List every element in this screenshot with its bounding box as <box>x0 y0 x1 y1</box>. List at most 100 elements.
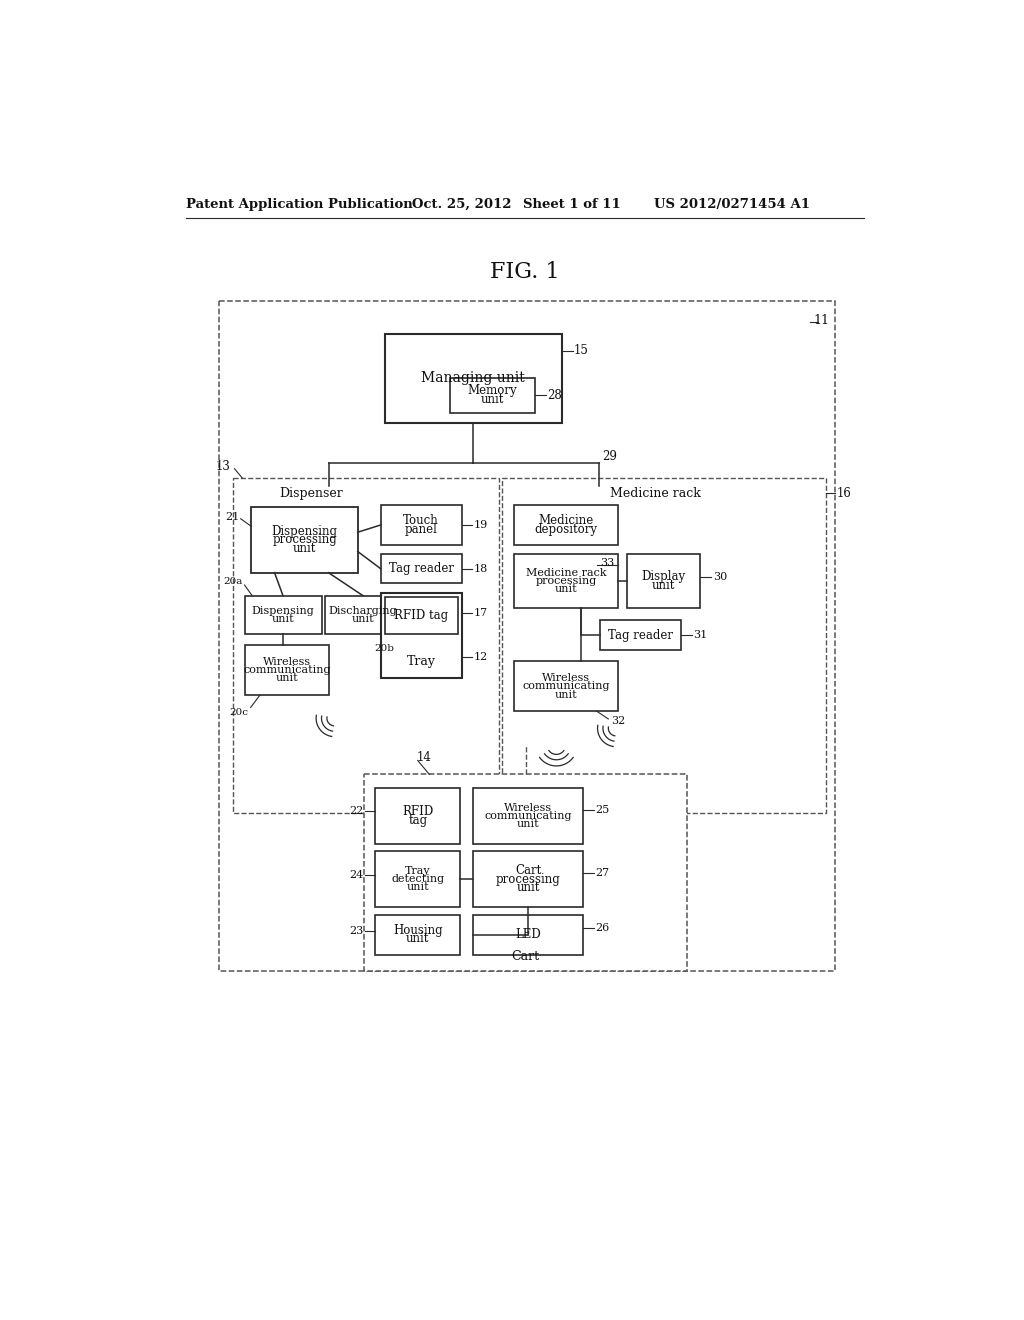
Text: LED: LED <box>515 928 541 941</box>
Text: processing: processing <box>272 533 337 546</box>
Text: Tray: Tray <box>404 866 430 875</box>
Text: processing: processing <box>496 873 561 886</box>
Text: FIG. 1: FIG. 1 <box>490 261 559 284</box>
Text: processing: processing <box>536 576 597 586</box>
Text: 21: 21 <box>225 512 240 523</box>
Text: communicating: communicating <box>522 681 609 692</box>
Bar <box>381 594 462 678</box>
Text: Dispensing: Dispensing <box>252 606 314 616</box>
Text: 27: 27 <box>596 869 609 878</box>
Text: unit: unit <box>481 393 504 407</box>
Bar <box>381 554 462 583</box>
Bar <box>451 378 535 412</box>
Text: 24: 24 <box>349 870 364 879</box>
Text: communicating: communicating <box>484 810 572 821</box>
Text: tag: tag <box>409 814 427 826</box>
Text: 20b: 20b <box>375 644 394 652</box>
Text: Tag reader: Tag reader <box>608 628 673 642</box>
Bar <box>364 775 687 970</box>
Text: unit: unit <box>275 673 298 684</box>
Bar <box>245 595 322 635</box>
Text: unit: unit <box>555 689 578 700</box>
Text: 13: 13 <box>216 459 230 473</box>
Text: Wireless: Wireless <box>263 657 311 667</box>
Text: 18: 18 <box>474 564 488 574</box>
Text: depository: depository <box>535 523 597 536</box>
Text: 11: 11 <box>813 314 829 326</box>
Text: unit: unit <box>271 614 294 624</box>
Text: Medicine rack: Medicine rack <box>525 568 606 578</box>
Bar <box>473 915 584 954</box>
Text: 23: 23 <box>349 927 364 936</box>
Text: 19: 19 <box>474 520 488 529</box>
Bar <box>376 851 460 907</box>
Bar <box>252 507 357 573</box>
Text: Wireless: Wireless <box>542 673 590 682</box>
Text: unit: unit <box>293 543 316 556</box>
Text: Managing unit: Managing unit <box>421 371 525 385</box>
Text: Sheet 1 of 11: Sheet 1 of 11 <box>523 198 621 211</box>
Text: 22: 22 <box>349 807 364 816</box>
Bar <box>514 554 617 609</box>
Text: panel: panel <box>404 523 437 536</box>
Bar <box>503 478 826 813</box>
Bar <box>381 506 462 545</box>
Bar <box>473 851 584 907</box>
Bar <box>600 620 681 649</box>
Bar <box>233 478 499 813</box>
Text: 26: 26 <box>596 924 610 933</box>
Text: unit: unit <box>407 932 429 945</box>
Text: Medicine rack: Medicine rack <box>610 487 701 500</box>
Text: 16: 16 <box>837 487 852 500</box>
Text: detecting: detecting <box>391 874 444 884</box>
Text: 31: 31 <box>693 630 708 640</box>
Text: unit: unit <box>555 585 578 594</box>
Text: Cart: Cart <box>515 863 542 876</box>
Text: 28: 28 <box>547 388 562 401</box>
Text: 20c: 20c <box>229 708 249 717</box>
Text: Wireless: Wireless <box>504 803 552 813</box>
Text: Cart: Cart <box>512 950 540 964</box>
Text: unit: unit <box>517 820 540 829</box>
Text: 15: 15 <box>574 345 589 358</box>
Text: 12: 12 <box>474 652 488 661</box>
Bar <box>385 334 562 422</box>
Text: 25: 25 <box>596 805 610 814</box>
Bar <box>628 554 700 609</box>
Bar <box>376 915 460 954</box>
Text: RFID: RFID <box>402 805 433 818</box>
Text: Discharging: Discharging <box>329 606 397 616</box>
Text: Medicine: Medicine <box>539 513 594 527</box>
Text: US 2012/0271454 A1: US 2012/0271454 A1 <box>654 198 810 211</box>
Text: Dispensing: Dispensing <box>271 524 338 537</box>
Text: 14: 14 <box>416 751 431 764</box>
Text: 20a: 20a <box>223 577 243 586</box>
Bar <box>376 788 460 843</box>
Bar <box>385 597 458 635</box>
Text: Touch: Touch <box>403 513 439 527</box>
Text: Tray: Tray <box>407 655 436 668</box>
Text: Dispenser: Dispenser <box>280 487 343 500</box>
Bar <box>473 788 584 843</box>
Text: Memory: Memory <box>468 384 517 397</box>
Text: unit: unit <box>352 614 375 624</box>
Text: 33: 33 <box>600 557 614 568</box>
Text: RFID tag: RFID tag <box>394 610 449 622</box>
Text: unit: unit <box>407 883 429 892</box>
Text: Patent Application Publication: Patent Application Publication <box>186 198 413 211</box>
Bar <box>514 506 617 545</box>
Text: 29: 29 <box>602 450 617 463</box>
Text: Oct. 25, 2012: Oct. 25, 2012 <box>412 198 511 211</box>
Bar <box>245 645 330 696</box>
Text: Tag reader: Tag reader <box>389 562 454 576</box>
Text: communicating: communicating <box>243 665 331 675</box>
Text: unit: unit <box>516 882 540 895</box>
Bar <box>514 661 617 711</box>
Bar <box>219 301 836 970</box>
Text: Housing: Housing <box>393 924 442 937</box>
Text: 32: 32 <box>610 717 625 726</box>
Text: Display: Display <box>642 570 686 583</box>
Text: 30: 30 <box>713 573 727 582</box>
Text: unit: unit <box>652 579 676 593</box>
Text: 17: 17 <box>474 607 488 618</box>
